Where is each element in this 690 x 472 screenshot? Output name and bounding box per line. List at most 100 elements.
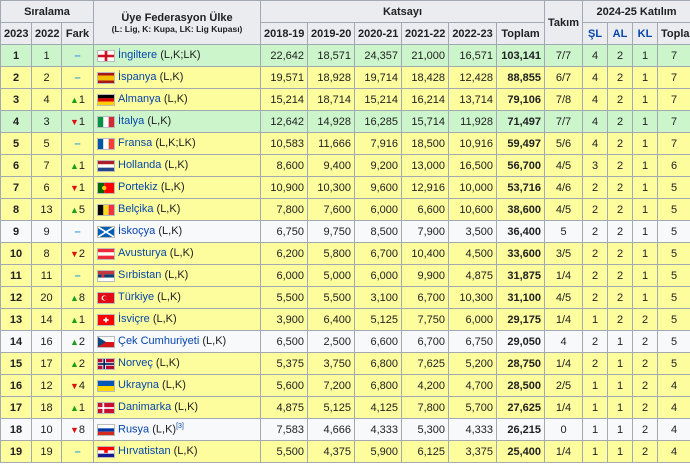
coef-2019-20: 3,750 [307, 352, 355, 375]
table-row: 10 8 ▼2 Avusturya (L,K) 6,200 5,800 6,70… [0, 242, 690, 265]
col-change[interactable]: Fark [61, 22, 94, 45]
part-sl: 4 [582, 132, 609, 155]
country-link[interactable]: İsviçre [118, 313, 150, 326]
table-row: 3 4 ▲1 Almanya (L,K) 15,214 18,714 15,21… [0, 88, 690, 111]
table-row: 5 5 – Fransa (L,K;LK) 10,583 11,666 7,91… [0, 132, 690, 155]
coef-2020-21: 6,600 [354, 330, 402, 353]
table-row: 11 11 – Sırbistan (L,K) 6,000 5,000 6,00… [0, 264, 690, 287]
footnote-link[interactable]: [3] [176, 423, 184, 431]
italy-flag-icon [97, 115, 115, 128]
federation-note: (L: Lig, K: Kupa, LK: Lig Kupası) [111, 23, 243, 34]
arrow-down-icon: ▼ [69, 380, 79, 391]
teams-remaining: 1/4 [544, 352, 584, 375]
col-2022[interactable]: 2022 [31, 22, 62, 45]
country-link[interactable]: İngiltere [118, 49, 158, 62]
coef-2022-23: 4,500 [448, 242, 497, 265]
part-sl: 4 [582, 88, 609, 111]
coef-2018-19: 4,875 [260, 396, 308, 419]
part-al: 2 [607, 66, 634, 89]
coef-2018-19: 19,571 [260, 66, 308, 89]
col-2020-21[interactable]: 2020-21 [354, 22, 402, 45]
country-link[interactable]: Ukrayna [118, 379, 159, 392]
rank-change-value: 1 [78, 93, 86, 106]
country-link[interactable]: Fransa [118, 137, 153, 150]
country-link[interactable]: Çek Cumhuriyeti [118, 335, 200, 348]
rank-change: ▼4 [61, 374, 94, 397]
country-link[interactable]: Hırvatistan [118, 445, 171, 458]
table-row: 16 12 ▼4 Ukrayna (L,K) 5,600 7,200 6,800… [0, 374, 690, 397]
competition-note: (L,K) [160, 181, 185, 194]
col-2023[interactable]: 2023 [0, 22, 32, 45]
coef-2022-23: 10,000 [448, 176, 497, 199]
coef-2022-23: 4,875 [448, 264, 497, 287]
col-sl[interactable]: ŞL [582, 22, 609, 45]
coef-2019-20: 5,125 [307, 396, 355, 419]
country-link[interactable]: İskoçya [118, 225, 156, 238]
part-kl: 1 [632, 88, 659, 111]
country-link[interactable]: Norveç [118, 357, 153, 370]
country-cell: Hırvatistan (L,K) [93, 440, 261, 463]
coef-2021-22: 6,600 [401, 198, 449, 221]
coef-2020-21: 5,125 [354, 308, 402, 331]
country-link[interactable]: Rusya [118, 423, 150, 436]
coef-total: 71,497 [495, 110, 546, 133]
coef-2019-20: 2,500 [307, 330, 355, 353]
participation-header: 2024-25 Katılım [582, 0, 690, 23]
country-link[interactable]: Belçika [118, 203, 154, 216]
part-al: 1 [607, 418, 634, 441]
col-2019-20[interactable]: 2019-20 [307, 22, 355, 45]
country-link[interactable]: Avusturya [118, 247, 167, 260]
coef-2018-19: 7,800 [260, 198, 308, 221]
rank-2023: 5 [0, 132, 32, 155]
coef-2020-21: 4,125 [354, 396, 402, 419]
part-total: 5 [657, 330, 690, 353]
coef-2022-23: 16,571 [448, 44, 497, 67]
coef-2020-21: 9,600 [354, 176, 402, 199]
coef-2022-23: 10,600 [448, 198, 497, 221]
country-cell: Türkiye (L,K) [93, 286, 261, 309]
rank-change-value: 4 [78, 379, 86, 392]
coef-total: 53,716 [495, 176, 546, 199]
belgium-flag-icon [97, 203, 115, 216]
arrow-down-icon: ▼ [69, 248, 79, 259]
country-link[interactable]: Türkiye [118, 291, 155, 304]
country-cell: Portekiz (L,K) [93, 176, 261, 199]
col-part-total[interactable]: Toplam [657, 22, 690, 45]
competition-note: (L,K) [169, 247, 194, 260]
coef-2018-19: 6,200 [260, 242, 308, 265]
col-2021-22[interactable]: 2021-22 [401, 22, 449, 45]
no-change-icon: – [74, 225, 81, 238]
rank-change: ▼1 [61, 110, 94, 133]
teams-remaining: 5 [544, 220, 584, 243]
country-link[interactable]: Danimarka [118, 401, 172, 414]
col-kl[interactable]: KL [632, 22, 659, 45]
col-2022-23[interactable]: 2022-23 [448, 22, 497, 45]
country-link[interactable]: Sırbistan [118, 269, 162, 282]
coef-total: 25,400 [495, 440, 546, 463]
country-link[interactable]: Almanya [118, 93, 161, 106]
coef-2020-21: 7,916 [354, 132, 402, 155]
competition-note: (L,K) [157, 291, 181, 304]
col-2018-19[interactable]: 2018-19 [260, 22, 308, 45]
country-link[interactable]: Portekiz [118, 181, 158, 194]
rank-2022: 11 [31, 264, 62, 287]
coef-total: 31,875 [495, 264, 546, 287]
country-link[interactable]: Hollanda [118, 159, 162, 172]
country-link[interactable]: İspanya [118, 71, 157, 84]
teams-remaining: 7/7 [544, 44, 584, 67]
col-total[interactable]: Toplam [495, 22, 546, 45]
part-kl: 1 [632, 198, 659, 221]
country-link[interactable]: İtalya [118, 115, 145, 128]
coef-2022-23: 4,700 [448, 374, 497, 397]
rank-2022: 14 [31, 308, 62, 331]
coef-total: 38,600 [495, 198, 546, 221]
col-al[interactable]: AL [607, 22, 634, 45]
coef-2019-20: 5,800 [307, 242, 355, 265]
competition-note: (L,K) [158, 225, 183, 238]
austria-flag-icon [97, 247, 115, 260]
coef-2020-21: 6,800 [354, 352, 402, 375]
rank-2023: 2 [0, 66, 32, 89]
coef-2018-19: 5,600 [260, 374, 308, 397]
part-kl: 2 [632, 352, 659, 375]
